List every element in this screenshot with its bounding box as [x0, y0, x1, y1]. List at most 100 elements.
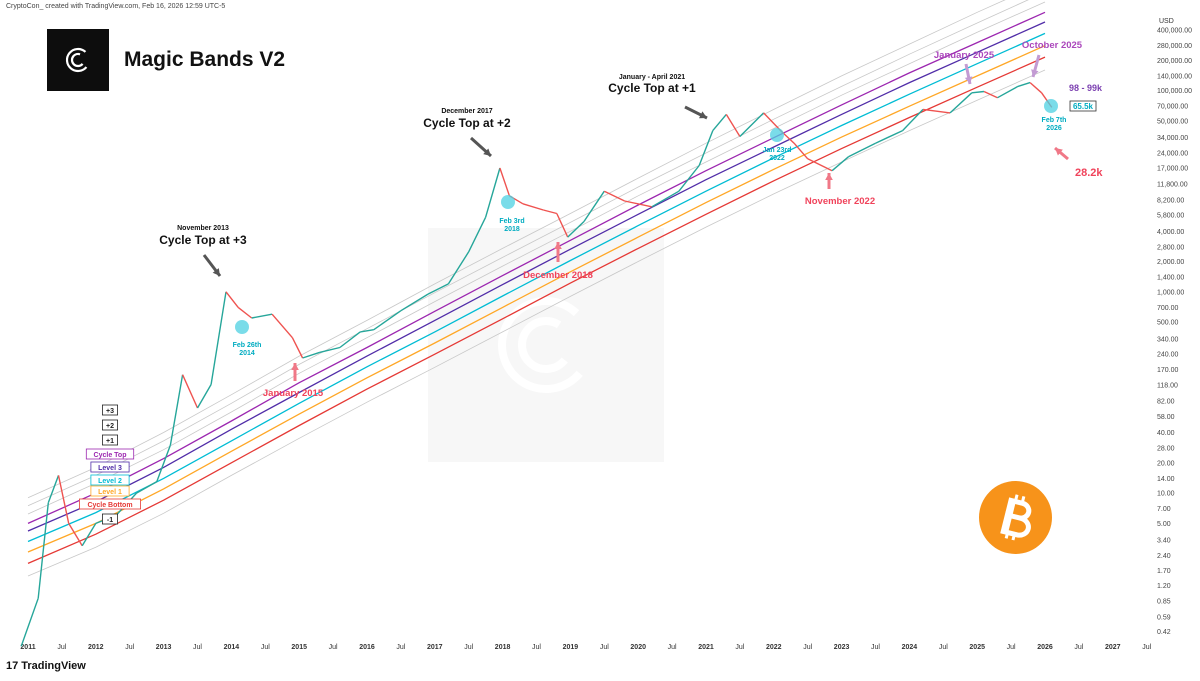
x-tick-label: 2023 — [834, 644, 850, 651]
band-legend-label: Level 1 — [98, 489, 122, 496]
x-tick-label: 2013 — [156, 644, 172, 651]
retest-marker — [770, 128, 784, 142]
y-tick-label: 20.00 — [1157, 460, 1175, 467]
retest-date-label: Feb 26th — [233, 342, 262, 349]
x-tick-label: Jul — [261, 644, 270, 651]
retest-year-label: 2018 — [504, 226, 520, 233]
price-segment — [196, 384, 212, 409]
y-tick-label: 140,000.00 — [1157, 73, 1192, 80]
price-segment — [237, 306, 253, 319]
band-legend-label: +1 — [106, 438, 114, 445]
price-segment — [949, 92, 973, 114]
x-tick-label: Jul — [600, 644, 609, 651]
page-title: Magic Bands V2 — [124, 48, 286, 71]
annotation-bottom-target: 28.2k — [1075, 167, 1103, 179]
price-segment — [136, 480, 158, 494]
retest-marker — [501, 195, 515, 209]
x-tick-label: 2021 — [698, 644, 714, 651]
price-segment — [922, 108, 951, 114]
cryptocon-logo-icon — [65, 47, 91, 73]
price-segment — [373, 310, 402, 331]
price-segment — [698, 130, 714, 166]
price-segment — [319, 346, 341, 354]
band-legend-label: Cycle Top — [94, 452, 127, 459]
annotation-dec2018: December 2018 — [523, 270, 593, 281]
y-tick-label: 1,400.00 — [1157, 275, 1184, 282]
price-segment — [57, 475, 70, 524]
y-tick-label: 34,000.00 — [1157, 135, 1188, 142]
price-segment — [447, 251, 470, 285]
x-tick-label: 2027 — [1105, 644, 1121, 651]
x-tick-label: Jul — [735, 644, 744, 651]
price-segment — [902, 108, 924, 132]
arrow-dec2017-icon — [469, 136, 493, 158]
price-segment — [225, 291, 239, 308]
x-tick-label: Jul — [125, 644, 134, 651]
retest-date-label: Feb 7th — [1042, 117, 1067, 124]
y-tick-label: 28.00 — [1157, 446, 1175, 453]
band-legend-label: +2 — [106, 423, 114, 430]
x-tick-label: Jul — [329, 644, 338, 651]
current-price-box — [1069, 100, 1097, 112]
annotation-jan2025: January 2025 — [934, 50, 995, 61]
band-legend-box — [102, 404, 119, 416]
annotation-oct2025: October 2025 — [1022, 40, 1083, 51]
y-tick-label: 700.00 — [1157, 305, 1179, 312]
y-tick-label: 240.00 — [1157, 352, 1179, 359]
price-segment — [156, 444, 172, 482]
y-tick-label: 200,000.00 — [1157, 58, 1192, 65]
x-tick-label: Jul — [57, 644, 66, 651]
x-tick-label: Jul — [871, 644, 880, 651]
x-tick-label: 2011 — [20, 644, 35, 651]
y-tick-label: 1,000.00 — [1157, 289, 1184, 296]
tradingview-logo-icon: 17 — [6, 660, 19, 672]
price-segment — [302, 351, 320, 359]
y-tick-label: 24,000.00 — [1157, 150, 1188, 157]
price-segment — [169, 374, 184, 446]
x-tick-label: 2012 — [88, 644, 104, 651]
price-segment — [997, 85, 1019, 99]
annotation-nov2013-label: Cycle Top at +3 — [159, 233, 247, 247]
price-segment — [291, 337, 304, 359]
price-segment — [543, 209, 557, 215]
y-tick-label: 70,000.00 — [1157, 104, 1188, 111]
y-tick-label: 1.20 — [1157, 583, 1171, 590]
price-segment — [1029, 82, 1043, 94]
y-tick-label: 10.00 — [1157, 491, 1175, 498]
y-tick-label: 4,000.00 — [1157, 229, 1184, 236]
y-tick-label: 5,800.00 — [1157, 213, 1184, 220]
y-tick-label: 170.00 — [1157, 367, 1179, 374]
price-segment — [556, 213, 569, 238]
price-segment — [567, 220, 585, 238]
price-segment — [37, 502, 49, 599]
y-tick-label: 8,200.00 — [1157, 197, 1184, 204]
x-tick-label: Jul — [939, 644, 948, 651]
arrow-dec2018-icon — [554, 242, 562, 262]
annotation-jan2021-label: Cycle Top at +1 — [608, 81, 696, 95]
annotation-dec2017-date: December 2017 — [441, 108, 492, 115]
bitcoin-logo-icon — [979, 481, 1052, 554]
band-legend-label: Cycle Bottom — [87, 502, 132, 509]
watermark-logo-icon — [498, 297, 594, 393]
x-tick-label: Jul — [193, 644, 202, 651]
y-tick-label: 2,800.00 — [1157, 244, 1184, 251]
y-tick-label: 340.00 — [1157, 336, 1179, 343]
price-segment — [651, 190, 680, 208]
y-tick-label: 14.00 — [1157, 476, 1175, 483]
price-segment — [360, 329, 374, 333]
y-tick-label: 50,000.00 — [1157, 118, 1188, 125]
arrow-jan2015-icon — [291, 363, 299, 381]
x-tick-label: Jul — [396, 644, 405, 651]
y-axis-unit: USD — [1159, 18, 1174, 25]
x-tick-label: 2015 — [291, 644, 307, 651]
cryptocon-logo — [47, 29, 109, 91]
price-segment — [678, 165, 700, 192]
y-tick-label: 400,000.00 — [1157, 28, 1192, 35]
y-tick-label: 40.00 — [1157, 430, 1175, 437]
y-tick-label: 500.00 — [1157, 320, 1179, 327]
x-tick-label: Jul — [1074, 644, 1083, 651]
price-segment — [603, 190, 625, 202]
arrow-jan2021-icon — [684, 105, 708, 120]
price-segment — [624, 200, 652, 208]
y-tick-label: 2,000.00 — [1157, 259, 1184, 266]
